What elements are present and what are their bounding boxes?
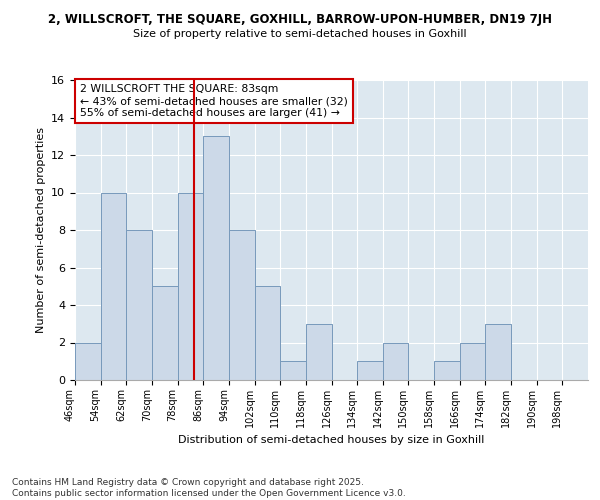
Bar: [383, 342, 409, 380]
Text: 2 WILLSCROFT THE SQUARE: 83sqm
← 43% of semi-detached houses are smaller (32)
55: 2 WILLSCROFT THE SQUARE: 83sqm ← 43% of …: [80, 84, 348, 117]
Text: Size of property relative to semi-detached houses in Goxhill: Size of property relative to semi-detach…: [133, 29, 467, 39]
Bar: [152, 286, 178, 380]
Bar: [178, 192, 203, 380]
Bar: [280, 361, 306, 380]
Bar: [127, 230, 152, 380]
Bar: [460, 342, 485, 380]
Bar: [485, 324, 511, 380]
Bar: [75, 342, 101, 380]
Text: 2, WILLSCROFT, THE SQUARE, GOXHILL, BARROW-UPON-HUMBER, DN19 7JH: 2, WILLSCROFT, THE SQUARE, GOXHILL, BARR…: [48, 12, 552, 26]
X-axis label: Distribution of semi-detached houses by size in Goxhill: Distribution of semi-detached houses by …: [178, 435, 485, 445]
Y-axis label: Number of semi-detached properties: Number of semi-detached properties: [35, 127, 46, 333]
Bar: [254, 286, 280, 380]
Bar: [203, 136, 229, 380]
Bar: [434, 361, 460, 380]
Bar: [306, 324, 331, 380]
Bar: [357, 361, 383, 380]
Text: Contains HM Land Registry data © Crown copyright and database right 2025.
Contai: Contains HM Land Registry data © Crown c…: [12, 478, 406, 498]
Bar: [229, 230, 254, 380]
Bar: [101, 192, 127, 380]
